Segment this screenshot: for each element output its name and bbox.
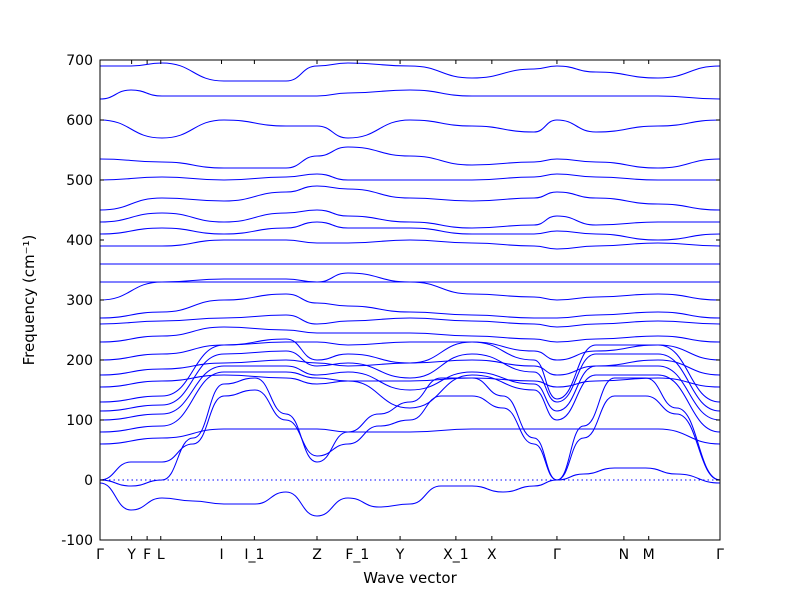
- x-tick-label: X_1: [443, 547, 469, 563]
- band-line-1: [100, 389, 720, 481]
- y-tick-label: 500: [66, 173, 93, 189]
- x-tick-label: F: [143, 547, 151, 563]
- x-tick-label: Γ: [96, 547, 104, 563]
- band-line-20: [100, 209, 720, 229]
- band-line-26: [100, 62, 720, 82]
- band-line-5: [100, 371, 720, 433]
- x-tick-label: L: [157, 547, 165, 563]
- x-tick-label: Γ: [553, 547, 561, 563]
- y-tick-label: 700: [66, 53, 93, 69]
- x-tick-label: X: [487, 547, 497, 563]
- y-tick-label: -100: [61, 533, 93, 549]
- band-line-18: [100, 239, 720, 250]
- band-line-25: [100, 89, 720, 100]
- y-tick-label: 300: [66, 293, 93, 309]
- y-tick-label: 600: [66, 113, 93, 129]
- band-line-4: [100, 428, 720, 445]
- band-line-22: [100, 173, 720, 181]
- x-tick-label: N: [619, 547, 629, 563]
- x-tick-label: Z: [312, 547, 322, 563]
- band-line-10: [100, 359, 720, 376]
- band-line-9: [100, 374, 720, 388]
- band-line-12: [100, 326, 720, 343]
- y-tick-label: 0: [84, 473, 93, 489]
- y-axis-label: Frequency (cm⁻¹): [20, 235, 38, 366]
- band-line-23: [100, 146, 720, 169]
- plot-frame: [99, 59, 721, 541]
- y-tick-label: 100: [66, 413, 93, 429]
- x-tick-label: Y: [126, 547, 136, 563]
- y-tick-label: 200: [66, 353, 93, 369]
- band-line-24: [100, 119, 720, 139]
- x-tick-label: F_1: [345, 547, 369, 563]
- band-line-11: [100, 341, 720, 361]
- plot-area: [100, 62, 720, 517]
- band-line-13: [100, 314, 720, 328]
- band-line-19: [100, 221, 720, 241]
- x-tick-label: Y: [395, 547, 405, 563]
- x-tick-label: I: [219, 547, 223, 563]
- band-line-21: [100, 185, 720, 211]
- band-line-3: [100, 467, 720, 517]
- x-axis-label: Wave vector: [363, 569, 457, 587]
- band-line-7: [100, 350, 720, 412]
- x-tick-label: Γ: [716, 547, 724, 563]
- x-tick-label: I_1: [244, 547, 264, 563]
- band-line-14: [100, 293, 720, 319]
- y-tick-label: 400: [66, 233, 93, 249]
- x-tick-label: M: [643, 547, 655, 563]
